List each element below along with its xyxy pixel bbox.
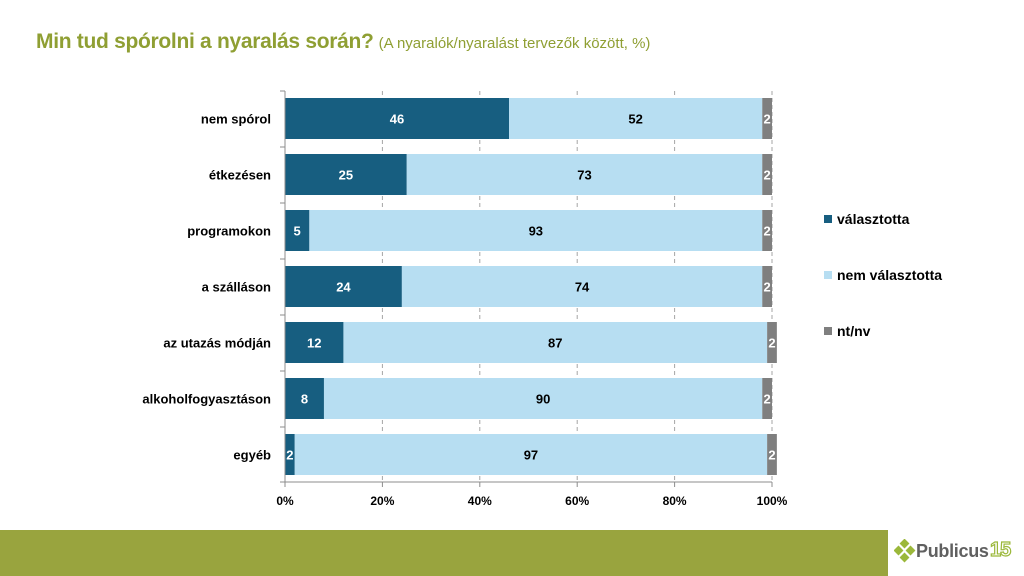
data-label: 12	[307, 336, 321, 351]
bar-valasztotta	[285, 378, 324, 419]
bar-valasztotta	[285, 98, 510, 139]
legend-swatch	[824, 327, 832, 335]
bar-nem-valasztotta	[401, 266, 763, 307]
data-label: 24	[336, 280, 351, 295]
bar-nem-valasztotta	[309, 210, 763, 251]
data-label: 2	[764, 224, 771, 239]
x-tick-label: 20%	[370, 494, 394, 508]
data-label: 2	[286, 448, 293, 463]
category-label: az utazás módján	[163, 336, 271, 351]
data-label: 52	[628, 112, 642, 127]
data-label: 2	[764, 168, 771, 183]
data-label: 46	[390, 112, 404, 127]
category-label: alkoholfogyasztáson	[142, 392, 271, 407]
stacked-bar-chart: 46 52 2 nem spórol 25 73 2 étkezésen 5 93 2 program…	[142, 90, 942, 508]
category-label: nem spórol	[201, 112, 271, 127]
data-label: 2	[768, 448, 775, 463]
chart-title: Min tud spórolni a nyaralás során? (A ny…	[36, 30, 650, 54]
x-tick-label: 100%	[757, 494, 788, 508]
data-label: 2	[764, 112, 771, 127]
bar-nt-nv	[762, 210, 772, 251]
category-label: programokon	[187, 224, 271, 239]
x-tick-label: 0%	[276, 494, 294, 508]
x-tick-label: 80%	[663, 494, 687, 508]
legend-swatch	[824, 215, 832, 223]
data-label: 2	[764, 392, 771, 407]
legend-swatch	[824, 271, 832, 279]
category-label: egyéb	[233, 448, 271, 463]
legend-label: nt/nv	[837, 323, 871, 339]
bar-nt-nv	[767, 434, 777, 475]
data-label: 90	[536, 392, 550, 407]
bar-valasztotta	[285, 434, 295, 475]
bar-nt-nv	[762, 98, 772, 139]
bar-nem-valasztotta	[294, 434, 768, 475]
bar-nem-valasztotta	[406, 154, 763, 195]
data-label: 2	[764, 280, 771, 295]
title-main: Min tud spórolni a nyaralás során?	[36, 30, 374, 53]
bar-valasztotta	[285, 210, 310, 251]
data-label: 93	[529, 224, 543, 239]
bar-valasztotta	[285, 154, 407, 195]
x-tick-label: 40%	[468, 494, 492, 508]
bar-nt-nv	[762, 266, 772, 307]
category-label: étkezésen	[209, 168, 271, 183]
logo-brand-text: Publicus	[916, 541, 989, 561]
footer-bar	[0, 530, 888, 576]
bar-nem-valasztotta	[343, 322, 768, 363]
data-label: 73	[577, 168, 591, 183]
legend-label: nem választotta	[837, 267, 942, 283]
data-label: 25	[339, 168, 353, 183]
bar-valasztotta	[285, 322, 344, 363]
data-label: 97	[524, 448, 538, 463]
bar-nt-nv	[762, 378, 772, 419]
title-subtitle: (A nyaralók/nyaralást tervezők között, %…	[378, 35, 651, 52]
data-label: 8	[301, 392, 308, 407]
data-label: 5	[294, 224, 301, 239]
publicus-logo: Publicus 15	[894, 538, 1020, 568]
x-tick-label: 60%	[565, 494, 589, 508]
data-label: 87	[548, 336, 562, 351]
category-label: a szálláson	[202, 280, 271, 295]
bar-nt-nv	[762, 154, 772, 195]
logo-brand-number: 15	[989, 538, 1011, 561]
data-label: 2	[768, 336, 775, 351]
bar-nt-nv	[767, 322, 777, 363]
bar-valasztotta	[285, 266, 402, 307]
legend-label: választotta	[837, 211, 910, 227]
bar-nem-valasztotta	[323, 378, 763, 419]
data-label: 74	[575, 280, 590, 295]
logo-diamond-icon	[894, 539, 916, 563]
bar-nem-valasztotta	[509, 98, 763, 139]
